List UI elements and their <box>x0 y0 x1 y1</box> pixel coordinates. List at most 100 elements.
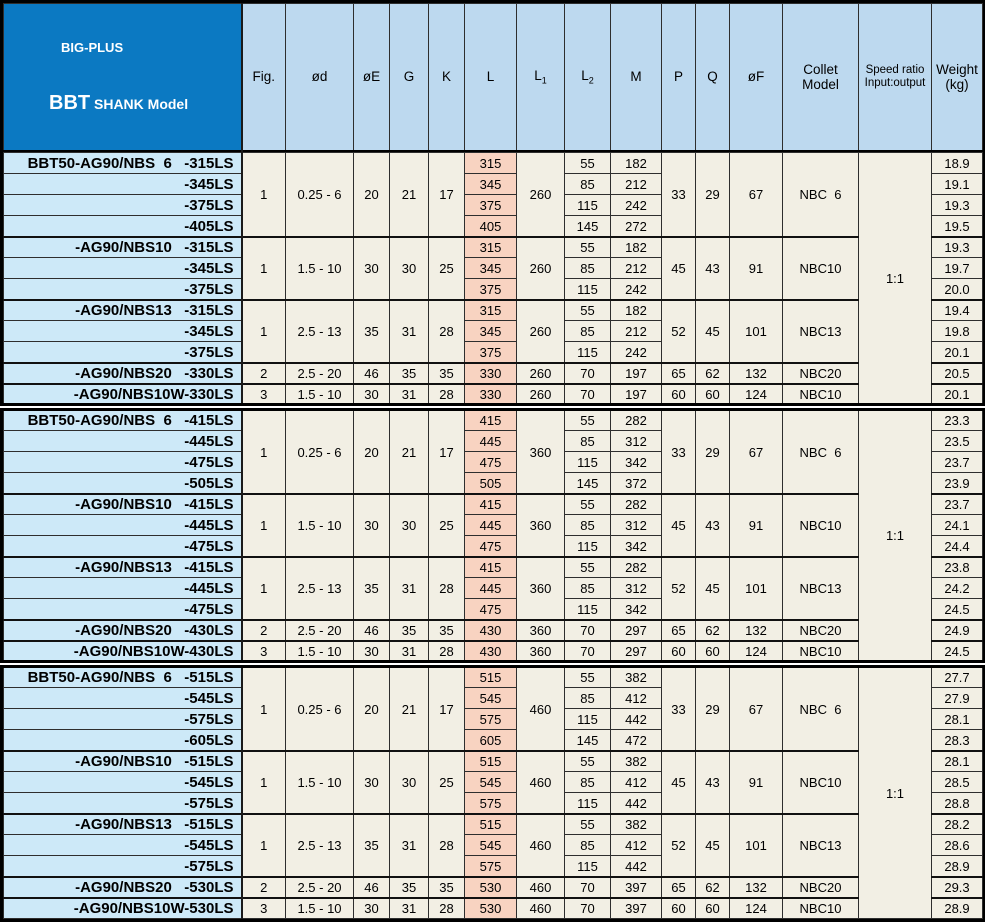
q-cell: 62 <box>695 361 730 385</box>
q-cell: 62 <box>695 618 730 642</box>
p-cell: 60 <box>661 896 696 920</box>
model-cell: -AG90/NBS20 -530LS <box>3 875 243 899</box>
weight-cell: 19.7 <box>931 257 983 280</box>
l2-cell: 85 <box>564 320 611 343</box>
l2-cell: 85 <box>564 514 611 537</box>
l-cell: 545 <box>464 771 517 794</box>
k-cell: 17 <box>428 409 465 495</box>
weight-cell: 19.4 <box>931 298 983 322</box>
l1-cell: 260 <box>516 298 565 364</box>
weight-cell: 27.7 <box>931 666 983 689</box>
model-cell: BBT50-AG90/NBS 6 -315LS <box>3 152 243 175</box>
fig-cell: 2 <box>241 361 286 385</box>
col-header-od: ød <box>285 3 354 152</box>
l-cell: 415 <box>464 409 517 432</box>
m-cell: 242 <box>610 278 662 301</box>
group-separator <box>0 663 985 666</box>
od-cell: 1.5 - 10 <box>285 639 354 663</box>
model-cell: -345LS <box>3 173 243 196</box>
m-cell: 442 <box>610 792 662 815</box>
fig-cell: 3 <box>241 382 286 406</box>
od-cell: 2.5 - 20 <box>285 361 354 385</box>
collet-model-cell: NBC20 <box>782 618 859 642</box>
fig-cell: 1 <box>241 298 286 364</box>
spec-row: -375LS 375 115 242 20.1 <box>3 341 983 364</box>
weight-cell: 28.3 <box>931 729 983 752</box>
weight-cell: 23.5 <box>931 430 983 453</box>
weight-cell: 23.3 <box>931 409 983 432</box>
g-cell: 30 <box>389 749 429 815</box>
l2-cell: 55 <box>564 492 611 516</box>
oe-cell: 30 <box>353 639 390 663</box>
of-cell: 67 <box>729 152 783 238</box>
l-cell: 605 <box>464 729 517 752</box>
spec-row: -345LS 345 85 212 19.7 <box>3 257 983 280</box>
weight-cell: 20.1 <box>931 341 983 364</box>
p-cell: 52 <box>661 812 696 878</box>
l2-cell: 55 <box>564 749 611 773</box>
l2-cell: 55 <box>564 298 611 322</box>
collet-model-cell: NBC10 <box>782 492 859 558</box>
p-cell: 52 <box>661 555 696 621</box>
oe-cell: 20 <box>353 152 390 238</box>
model-cell: -AG90/NBS13 -415LS <box>3 555 243 579</box>
l-cell: 405 <box>464 215 517 238</box>
col-header-weight: Weight (kg) <box>931 3 983 152</box>
l1-cell: 260 <box>516 235 565 301</box>
col-header-of: øF <box>729 3 783 152</box>
weight-cell: 24.2 <box>931 577 983 600</box>
spec-row: -575LS 575 115 442 28.1 <box>3 708 983 731</box>
l2-cell: 115 <box>564 598 611 621</box>
q-cell: 43 <box>695 235 730 301</box>
fig-cell: 1 <box>241 812 286 878</box>
spec-row: -AG90/NBS10W-430LS 3 1.5 - 10 30 31 28 430 360 7… <box>3 639 983 663</box>
model-cell: -AG90/NBS20 -330LS <box>3 361 243 385</box>
weight-cell: 24.4 <box>931 535 983 558</box>
od-cell: 2.5 - 13 <box>285 298 354 364</box>
spec-row: -605LS 605 145 472 28.3 <box>3 729 983 752</box>
k-cell: 28 <box>428 382 465 406</box>
l2-cell: 115 <box>564 535 611 558</box>
oe-cell: 46 <box>353 875 390 899</box>
collet-model-cell: NBC20 <box>782 361 859 385</box>
m-cell: 397 <box>610 896 662 920</box>
weight-cell: 19.5 <box>931 215 983 238</box>
l-cell: 505 <box>464 472 517 495</box>
group-separator <box>0 406 985 409</box>
g-cell: 30 <box>389 492 429 558</box>
l-cell: 375 <box>464 278 517 301</box>
m-cell: 342 <box>610 451 662 474</box>
oe-cell: 46 <box>353 361 390 385</box>
spec-row: -345LS 345 85 212 19.8 <box>3 320 983 343</box>
title-brand: BBT <box>49 92 91 115</box>
l1-cell: 460 <box>516 896 565 920</box>
g-cell: 21 <box>389 152 429 238</box>
col-header-collet: Collet Model <box>782 3 859 152</box>
spec-row: -AG90/NBS10W-530LS 3 1.5 - 10 30 31 28 530 460 7… <box>3 896 983 920</box>
spec-row: -375LS 375 115 242 20.0 <box>3 278 983 301</box>
l1-cell: 460 <box>516 812 565 878</box>
model-cell: -AG90/NBS10 -415LS <box>3 492 243 516</box>
weight-cell: 20.1 <box>931 382 983 406</box>
spec-row: -505LS 505 145 372 23.9 <box>3 472 983 495</box>
of-cell: 91 <box>729 492 783 558</box>
spec-row: -375LS 375 115 242 19.3 <box>3 194 983 217</box>
m-cell: 282 <box>610 409 662 432</box>
l2-cell: 70 <box>564 382 611 406</box>
l-cell: 315 <box>464 298 517 322</box>
od-cell: 2.5 - 20 <box>285 618 354 642</box>
l-cell: 575 <box>464 792 517 815</box>
l-cell: 475 <box>464 451 517 474</box>
m-cell: 297 <box>610 639 662 663</box>
od-cell: 1.5 - 10 <box>285 896 354 920</box>
l-cell: 575 <box>464 855 517 878</box>
m-cell: 382 <box>610 749 662 773</box>
col-header-g: G <box>389 3 429 152</box>
l-cell: 475 <box>464 535 517 558</box>
l2-cell: 85 <box>564 430 611 453</box>
model-cell: -AG90/NBS10W-330LS <box>3 382 243 406</box>
l2-cell: 70 <box>564 896 611 920</box>
collet-model-cell: NBC10 <box>782 896 859 920</box>
l2-cell: 70 <box>564 618 611 642</box>
l2-cell: 85 <box>564 173 611 196</box>
